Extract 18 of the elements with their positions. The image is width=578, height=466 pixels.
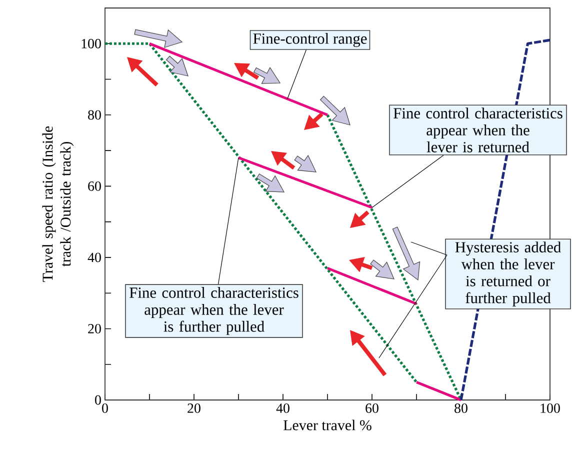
x-axis-title: Lever travel %	[284, 420, 372, 430]
annotation: Fine control characteristics appear when the lever is further pulled	[130, 287, 298, 335]
y-tick-label: 0	[95, 395, 101, 405]
x-tick-label: 100	[540, 404, 560, 413]
y-axis-title: Travel speed ratio (Inside track /Outside track)	[42, 126, 74, 282]
y-tick-label: 100	[82, 38, 101, 48]
y-tick-label: 60	[88, 181, 101, 191]
annotation: Fine control characteristics appear when the lever is returned	[394, 108, 562, 152]
annotation: Fine-control range	[253, 32, 367, 48]
y-tick-label: 20	[88, 324, 101, 334]
x-tick-label: 80	[454, 404, 468, 413]
x-tick-label: 60	[366, 404, 378, 413]
x-tick-label: 40	[276, 404, 290, 413]
x-tick-label: 20	[188, 404, 200, 413]
y-tick-label: 80	[88, 110, 101, 120]
y-tick-label: 40	[88, 252, 101, 262]
x-tick-label: 0	[102, 404, 108, 413]
annotation: Hysteresis added when the lever is returned or further pulled	[455, 242, 561, 306]
